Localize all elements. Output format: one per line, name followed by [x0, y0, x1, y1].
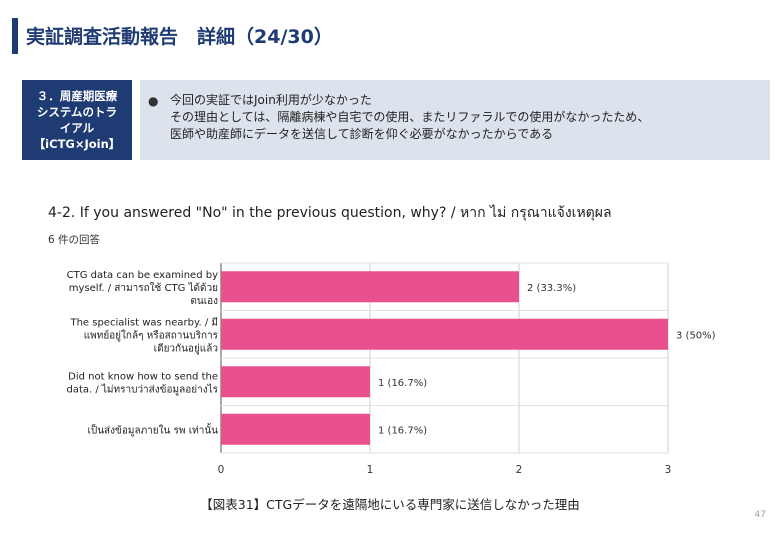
data-label: 3 (50%): [676, 330, 716, 341]
x-tick-label: 3: [665, 464, 672, 476]
bar: [221, 366, 370, 398]
data-label: 2 (33.3%): [527, 283, 576, 294]
category-label: data. / ไม่ทราบว่าส่งข้อมูลอย่างไร: [66, 383, 218, 395]
bar-chart: 0 1 2 3 2 (33.3%) CTG data can be examined by…: [66, 262, 716, 476]
note-line: 医師や助産師にデータを送信して診断を仰ぐ必要がなかったからである: [170, 127, 554, 141]
data-label: 1 (16.7%): [378, 378, 427, 389]
category-label: myself. / สามารถใช้ CTG ได้ด้วย: [69, 282, 218, 294]
page-number: 47: [754, 510, 766, 520]
note-box: ● 今回の実証ではJoin利用が少なかった その理由としては、隔離病棟や自宅での…: [140, 80, 770, 160]
category-label: เป็นส่งข้อมูลภายใน รพ เท่านั้น: [87, 422, 218, 436]
page-title: 実証調査活動報告 詳細（24/30）: [26, 26, 333, 48]
note-line: 今回の実証ではJoin利用が少なかった: [170, 93, 372, 107]
data-label: 1 (16.7%): [378, 425, 427, 436]
category-label: เดียวกันอยู่แล้ว: [154, 342, 218, 354]
section-label: ３．周産期医療 システムのトラ イアル 【iCTG×Join】: [22, 80, 132, 160]
bar: [221, 271, 519, 303]
x-tick-label: 2: [516, 464, 523, 476]
question-title: 4-2. If you answered "No" in the previou…: [48, 205, 612, 221]
category-label: Did not know how to send the: [68, 371, 218, 382]
category-label: แพทย์อยู่ใกล้ๆ หรือสถานบริการ: [84, 329, 219, 341]
note-line: その理由としては、隔離病棟や自宅での使用、またリファラルでの使用がなかったため、: [170, 110, 650, 124]
title-accent-bar: [12, 18, 18, 54]
note-text: 今回の実証ではJoin利用が少なかった その理由としては、隔離病棟や自宅での使用…: [170, 92, 649, 143]
response-count: 6 件の回答: [48, 234, 101, 246]
bar: [221, 413, 370, 445]
section-label-text: ３．周産期医療 システムのトラ イアル 【iCTG×Join】: [33, 89, 121, 151]
category-label: CTG data can be examined by: [67, 270, 218, 281]
x-tick-label: 1: [367, 464, 374, 476]
bar: [221, 318, 668, 350]
bullet-icon: ●: [148, 94, 159, 108]
category-label: ตนเอง: [190, 296, 218, 307]
category-label: The specialist was nearby. / มี: [69, 316, 218, 328]
figure-caption: 【図表31】CTGデータを遠隔地にいる専門家に送信しなかった理由: [200, 497, 580, 512]
x-tick-label: 0: [218, 464, 225, 476]
